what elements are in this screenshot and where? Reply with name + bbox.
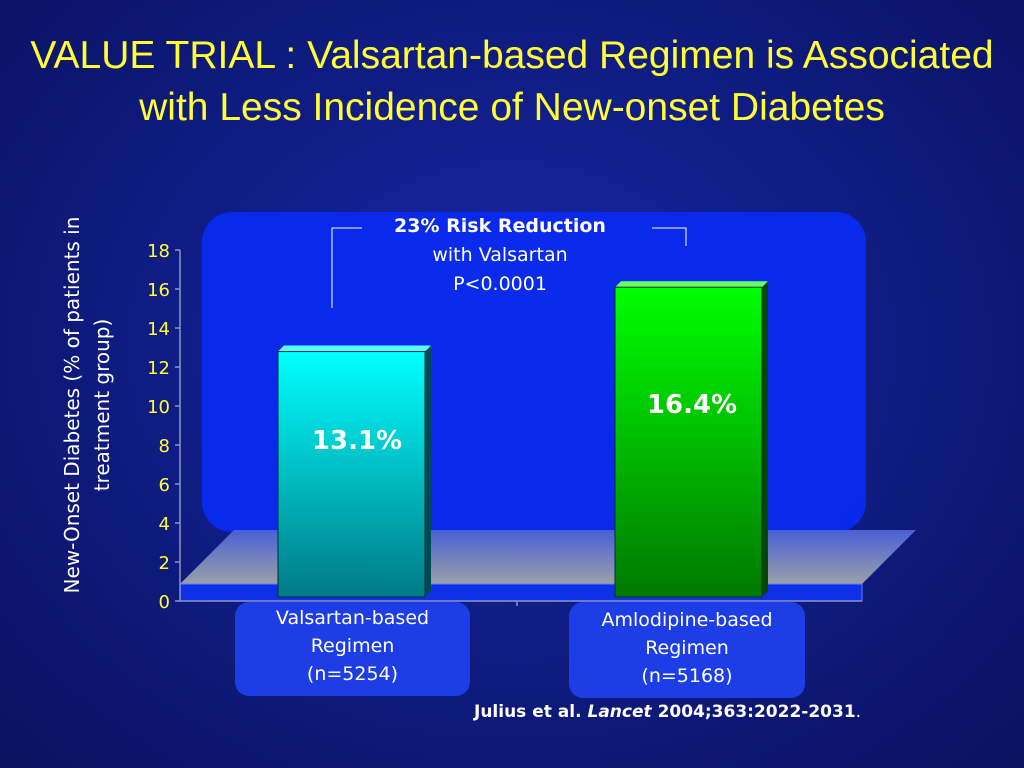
y-tick-label: 2 bbox=[159, 553, 170, 574]
category-box-valsartan: Valsartan-based Regimen (n=5254) bbox=[235, 602, 470, 696]
y-tick-label: 0 bbox=[159, 592, 170, 613]
bar-side bbox=[762, 281, 768, 597]
bar-label-amlodipine: 16.4% bbox=[647, 390, 737, 420]
bar-top bbox=[615, 281, 768, 288]
category-box-amlodipine: Amlodipine-based Regimen (n=5168) bbox=[569, 602, 805, 698]
y-tick-label: 10 bbox=[147, 397, 170, 418]
y-tick-label: 16 bbox=[147, 280, 170, 301]
risk-reduction-annotation: 23% Risk Reduction with Valsartan P<0.00… bbox=[340, 212, 660, 299]
citation-dot: . bbox=[575, 702, 582, 722]
bars: 13.1% 16.4% bbox=[277, 281, 768, 598]
risk-bracket bbox=[331, 227, 687, 308]
category-label-line: Valsartan-based bbox=[275, 607, 430, 629]
bar-top bbox=[278, 345, 431, 352]
bar-label-valsartan: 13.1% bbox=[312, 426, 402, 456]
y-ticks: 0 2 4 6 8 10 12 14 16 18 bbox=[147, 241, 180, 613]
y-tick-label: 6 bbox=[159, 475, 170, 496]
category-label-line: Amlodipine-based bbox=[601, 609, 773, 631]
y-tick-label: 14 bbox=[147, 319, 170, 340]
y-tick-label: 8 bbox=[159, 436, 170, 457]
citation-author: Julius et al bbox=[474, 702, 576, 722]
bar-amlodipine: 16.4% bbox=[614, 281, 768, 598]
category-label-line: Regimen bbox=[310, 635, 395, 657]
citation-end: . bbox=[855, 702, 862, 722]
page-title: VALUE TRIAL : Valsartan-based Regimen is… bbox=[30, 34, 994, 129]
bar-side bbox=[425, 345, 431, 597]
bar-valsartan: 13.1% bbox=[277, 345, 431, 598]
bar-front bbox=[614, 286, 763, 598]
y-axis-label: New-Onset Diabetes (% of patients in tre… bbox=[60, 216, 114, 594]
category-label-line: (n=5168) bbox=[641, 665, 733, 687]
risk-reduction-headline: 23% Risk Reduction bbox=[394, 215, 606, 237]
citation: Julius et al. Lancet 2004;363:2022-2031. bbox=[474, 702, 861, 722]
p-value: P<0.0001 bbox=[453, 273, 547, 295]
bar-front bbox=[277, 351, 426, 598]
risk-reduction-subline: with Valsartan bbox=[432, 244, 568, 266]
y-tick-label: 12 bbox=[147, 358, 170, 379]
category-label-line: (n=5254) bbox=[306, 663, 399, 685]
citation-reference: 2004;363:2022-2031 bbox=[657, 702, 856, 722]
y-tick-label: 4 bbox=[159, 514, 170, 535]
y-tick-label: 18 bbox=[147, 241, 170, 262]
category-label-line: Regimen bbox=[645, 637, 729, 659]
citation-journal: Lancet bbox=[587, 702, 652, 722]
